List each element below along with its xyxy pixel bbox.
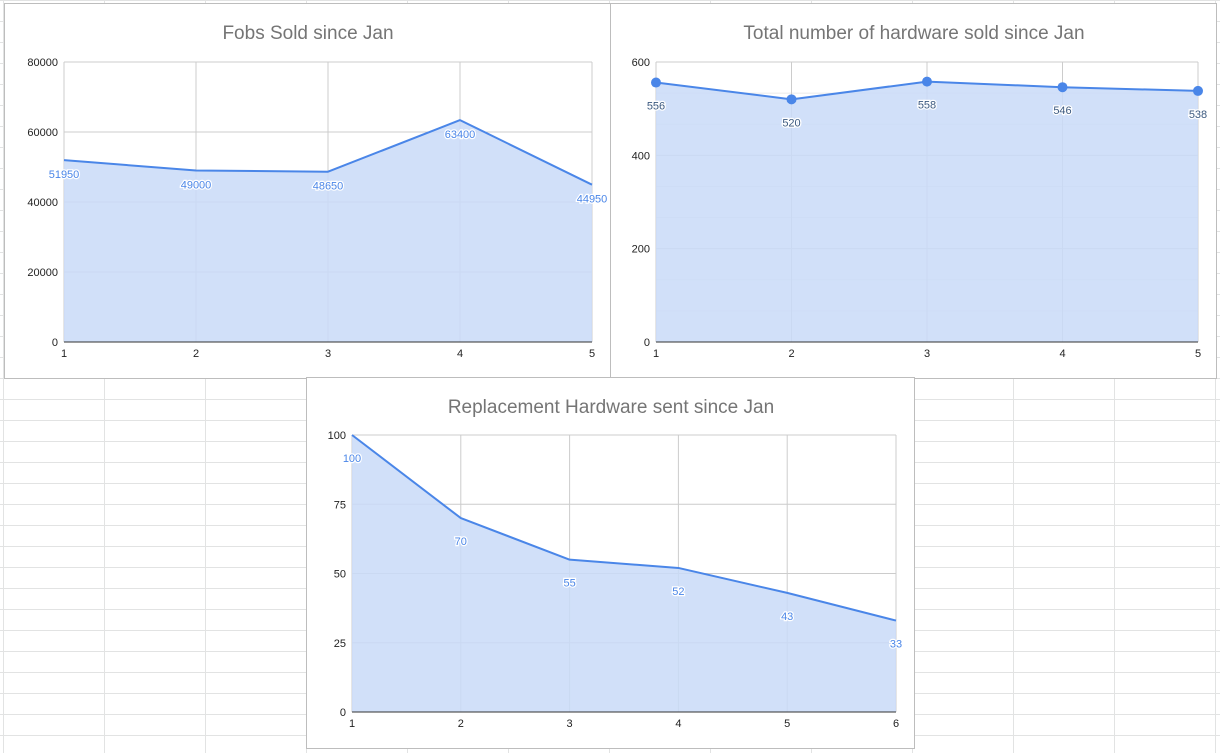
data-point[interactable]	[1057, 82, 1068, 93]
y-tick-label: 0	[644, 337, 650, 349]
chart-replacement-hardware: Replacement Hardware sent since Jan 100 7…	[328, 397, 904, 730]
x-tick-label: 3	[567, 718, 573, 730]
y-tick-label: 80000	[27, 57, 58, 69]
data-label: 49000	[181, 180, 212, 192]
chart-card-fobs-sold[interactable]: Fobs Sold since Jan 51950 49000 48650 63400…	[4, 3, 611, 379]
data-point[interactable]	[922, 76, 932, 87]
y-tick-label: 200	[632, 244, 650, 256]
x-tick-label: 1	[653, 348, 659, 360]
series-line	[63, 119, 593, 186]
x-tick-label: 3	[325, 348, 331, 360]
chart-title: Fobs Sold since Jan	[222, 23, 393, 44]
x-tick-label: 1	[61, 348, 67, 360]
area-fill	[656, 81, 1198, 342]
data-label: 546	[1053, 105, 1071, 117]
data-label: 44950	[577, 194, 608, 206]
y-tick-label: 400	[632, 150, 650, 162]
y-tick-label: 25	[334, 638, 346, 650]
y-tick-label: 40000	[27, 197, 58, 209]
y-tick-label: 0	[340, 707, 346, 719]
chart-card-hardware-sold[interactable]: Total number of hardware sold since Jan …	[610, 3, 1217, 379]
x-tick-label: 1	[349, 718, 355, 730]
area-fill	[352, 435, 896, 712]
x-tick-label: 2	[458, 718, 464, 730]
series-line	[351, 434, 897, 622]
data-point[interactable]	[1193, 85, 1203, 96]
data-label: 48650	[313, 181, 344, 193]
area-fill	[64, 120, 592, 342]
y-tick-label: 60000	[27, 127, 58, 139]
x-tick-label: 4	[675, 718, 681, 730]
x-tick-label: 4	[457, 348, 463, 360]
data-label: 43	[781, 611, 793, 623]
data-label: 556	[647, 101, 665, 113]
data-label: 33	[890, 639, 902, 651]
y-tick-label: 50	[334, 569, 346, 581]
y-tick-label: 100	[328, 430, 346, 442]
x-tick-label: 2	[193, 348, 199, 360]
y-tick-label: 0	[52, 337, 58, 349]
data-label: 63400	[445, 129, 476, 141]
x-tick-label: 5	[784, 718, 790, 730]
y-tick-label: 75	[334, 499, 346, 511]
y-tick-label: 600	[632, 57, 650, 69]
data-label: 70	[455, 536, 467, 548]
chart-title: Total number of hardware sold since Jan	[743, 23, 1084, 44]
x-tick-label: 6	[893, 718, 899, 730]
data-label: 100	[343, 453, 361, 465]
y-tick-label: 20000	[27, 267, 58, 279]
x-tick-label: 4	[1059, 348, 1065, 360]
data-label: 558	[918, 100, 936, 112]
data-label: 52	[672, 586, 684, 598]
data-label: 520	[782, 117, 800, 129]
chart-card-replacement-hardware[interactable]: Replacement Hardware sent since Jan 100 7…	[306, 377, 915, 749]
x-tick-label: 5	[1195, 348, 1201, 360]
chart-hardware-sold: Total number of hardware sold since Jan …	[632, 23, 1209, 360]
data-point[interactable]	[651, 77, 661, 88]
x-tick-label: 5	[589, 348, 595, 360]
data-point[interactable]	[786, 94, 797, 105]
chart-fobs-sold: Fobs Sold since Jan 51950 49000 48650 63400…	[27, 23, 608, 360]
data-label: 538	[1189, 109, 1207, 121]
data-label: 55	[563, 578, 575, 590]
data-label: 51950	[49, 169, 80, 181]
x-tick-label: 3	[924, 348, 930, 360]
x-tick-label: 2	[788, 348, 794, 360]
chart-title: Replacement Hardware sent since Jan	[448, 397, 774, 418]
